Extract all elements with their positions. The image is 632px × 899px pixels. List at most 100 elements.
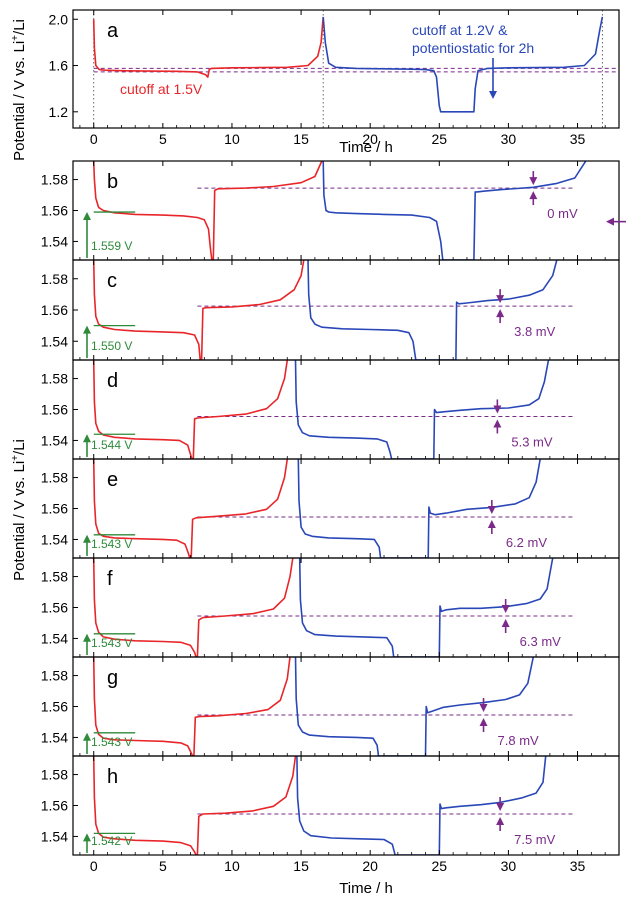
panel-g-overpotential-arrow-down-head: [479, 704, 488, 713]
panel-c-ytick-label-2: 1.58: [41, 271, 68, 287]
panel-f-ytick-label-0: 1.54: [41, 630, 68, 646]
panel-e-overpotential-arrow-up-head: [487, 520, 496, 529]
panel-h-xtick-label-3: 15: [293, 858, 309, 874]
panel-c-overpotential-arrow-up-head: [496, 309, 505, 318]
panel-a-series-blue-2: [322, 16, 604, 113]
panel-h-xtick-label-4: 20: [362, 858, 378, 874]
y-axis-label-bottom-main: Potential / V vs. Li: [11, 461, 28, 581]
x-axis-label-bottom: Time / h: [339, 880, 393, 897]
panel-c-frame: [72, 259, 620, 361]
panel-h-xtick-label-7: 35: [570, 858, 586, 874]
panel-f-overpotential-label: 6.3 mV: [520, 634, 562, 649]
panel-d: 1.54 1.56 1.58 d 1.544 V 5.3 mV: [41, 359, 620, 460]
panel-b-overpotential-arrow-down-head: [529, 177, 538, 186]
panel-e-overpotential-label: 6.2 mV: [506, 535, 548, 550]
panel-e-series-blue-1: [297, 459, 541, 558]
panel-g-overpotential-arrow-up-head: [479, 718, 488, 727]
panel-b-series-red-0: [92, 161, 323, 260]
panel-c: 1.54 1.56 1.58 c 1.550 V 3.8 mV: [41, 259, 620, 361]
panel-a-xtick-label-0: 0: [90, 131, 98, 147]
panel-a-xtick-label-3: 15: [293, 131, 309, 147]
panel-d-overpotential-arrow-up-head: [493, 419, 502, 428]
panel-a-ytick-label-0: 1.2: [49, 104, 69, 120]
panel-d-ytick-label-0: 1.54: [41, 432, 68, 448]
panel-a-xtick-label-4: 20: [362, 131, 378, 147]
panel-a-frame: [72, 9, 620, 129]
panel-b-series-blue-1: [322, 161, 587, 260]
panel-f-ocv-arrow-head: [83, 633, 91, 642]
panel-h-letter: h: [107, 766, 118, 788]
panel-h-xtick-label-2: 10: [224, 858, 240, 874]
panel-a-xtick-label-1: 5: [159, 131, 167, 147]
panel-a-xtick-label-6: 30: [501, 131, 517, 147]
panel-h-series-blue-1: [296, 756, 547, 855]
y-axis-label-bottom-tail: /Li: [11, 439, 28, 455]
panel-c-letter: c: [107, 270, 117, 292]
panel-e: 1.54 1.56 1.58 e 1.543 V 6.2 mV: [41, 458, 620, 559]
panel-f-ocv-label: 1.543 V: [91, 636, 132, 650]
panel-b-letter: b: [107, 171, 118, 193]
panel-b-ytick-label-2: 1.58: [41, 172, 68, 188]
panel-h-xtick-label-6: 30: [501, 858, 517, 874]
panel-a-xtick-label-2: 10: [224, 131, 240, 147]
panel-g: 1.54 1.56 1.58 g 1.543 V 7.8 mV: [41, 656, 620, 757]
panel-b-overpotential-arrow-up-head: [529, 191, 538, 200]
panel-b-ocv-arrow-head: [83, 212, 91, 221]
panel-h-ytick-label-1: 1.56: [41, 798, 68, 814]
y-axis-label-bottom: Potential / V vs. Li+/Li: [10, 439, 28, 581]
panel-g-ytick-label-0: 1.54: [41, 729, 68, 745]
panel-c-overpotential-arrow-down-head: [496, 295, 505, 304]
y-axis-label-bottom-sup: +: [10, 455, 21, 461]
panel-a-xtick-label-5: 25: [432, 131, 448, 147]
panel-c-ytick-label-1: 1.56: [41, 302, 68, 318]
panel-e-overpotential-arrow-down-head: [487, 506, 496, 515]
y-axis-label-top-tail: /Li: [11, 19, 28, 35]
panel-h-series-red-0: [92, 756, 297, 855]
panel-h-overpotential-arrow-down-head: [496, 803, 505, 812]
panel-b-overpotential-label: 0 mV: [547, 206, 578, 221]
plot-area: 1.2 1.6 2.0 0 5 10 15 20 25 30 35 a cutoff at 1.5V cu…: [41, 9, 626, 874]
panel-b-frame: [72, 160, 620, 261]
panel-h-overpotential-arrow-up-head: [496, 817, 505, 826]
panel-d-ytick-label-1: 1.56: [41, 402, 68, 418]
panel-a-letter: a: [107, 20, 119, 42]
panel-a-xtick-label-7: 35: [570, 131, 586, 147]
panel-g-series-red-0: [92, 657, 291, 756]
panel-g-overpotential-label: 7.8 mV: [498, 733, 540, 748]
panel-d-series-blue-1: [294, 360, 550, 459]
panel-g-series-blue-1: [294, 657, 535, 756]
panel-a-ytick-label-1: 1.6: [49, 58, 69, 74]
panel-f-ytick-label-2: 1.58: [41, 569, 68, 585]
panel-b-ytick-label-1: 1.56: [41, 203, 68, 219]
panel-h-ocv-arrow-head: [83, 833, 91, 842]
panel-f-ytick-label-1: 1.56: [41, 600, 68, 616]
panel-f-letter: f: [107, 568, 113, 590]
panel-d-letter: d: [107, 370, 118, 392]
panel-g-ocv-arrow-head: [83, 732, 91, 741]
y-axis-label-top-main: Potential / V vs. Li: [11, 41, 28, 161]
panel-b-side-arrow-head: [606, 217, 614, 226]
panel-e-ytick-label-0: 1.54: [41, 531, 68, 547]
panel-a: 1.2 1.6 2.0 0 5 10 15 20 25 30 35 a cutoff at 1.5V cu…: [49, 9, 620, 147]
panel-h-xtick-label-1: 5: [159, 858, 167, 874]
panel-g-letter: g: [107, 667, 118, 689]
panel-e-ocv-label: 1.543 V: [91, 537, 132, 551]
panel-h-ytick-label-2: 1.58: [41, 767, 68, 783]
panel-a-ytick-label-2: 2.0: [49, 11, 69, 27]
panel-b-ytick-label-0: 1.54: [41, 233, 68, 249]
panel-g-ocv-label: 1.543 V: [91, 735, 132, 749]
panel-h-xtick-label-0: 0: [90, 858, 98, 874]
panel-c-ocv-arrow-head: [83, 325, 91, 334]
panel-b: 1.54 1.56 1.58 b 1.559 V 0 mV: [41, 160, 626, 261]
panel-c-ocv-label: 1.550 V: [91, 339, 132, 353]
panel-f: 1.54 1.56 1.58 f 1.543 V 6.3 mV: [41, 557, 620, 658]
panel-d-overpotential-label: 5.3 mV: [511, 434, 553, 449]
panel-a-annotation-red: cutoff at 1.5V: [120, 81, 203, 97]
panel-f-overpotential-arrow-down-head: [501, 605, 510, 614]
panel-e-ytick-label-2: 1.58: [41, 470, 68, 486]
panel-e-letter: e: [107, 469, 118, 491]
panel-g-ytick-label-2: 1.58: [41, 668, 68, 684]
panel-e-ytick-label-1: 1.56: [41, 501, 68, 517]
y-axis-label-top-sup: +: [10, 35, 21, 41]
